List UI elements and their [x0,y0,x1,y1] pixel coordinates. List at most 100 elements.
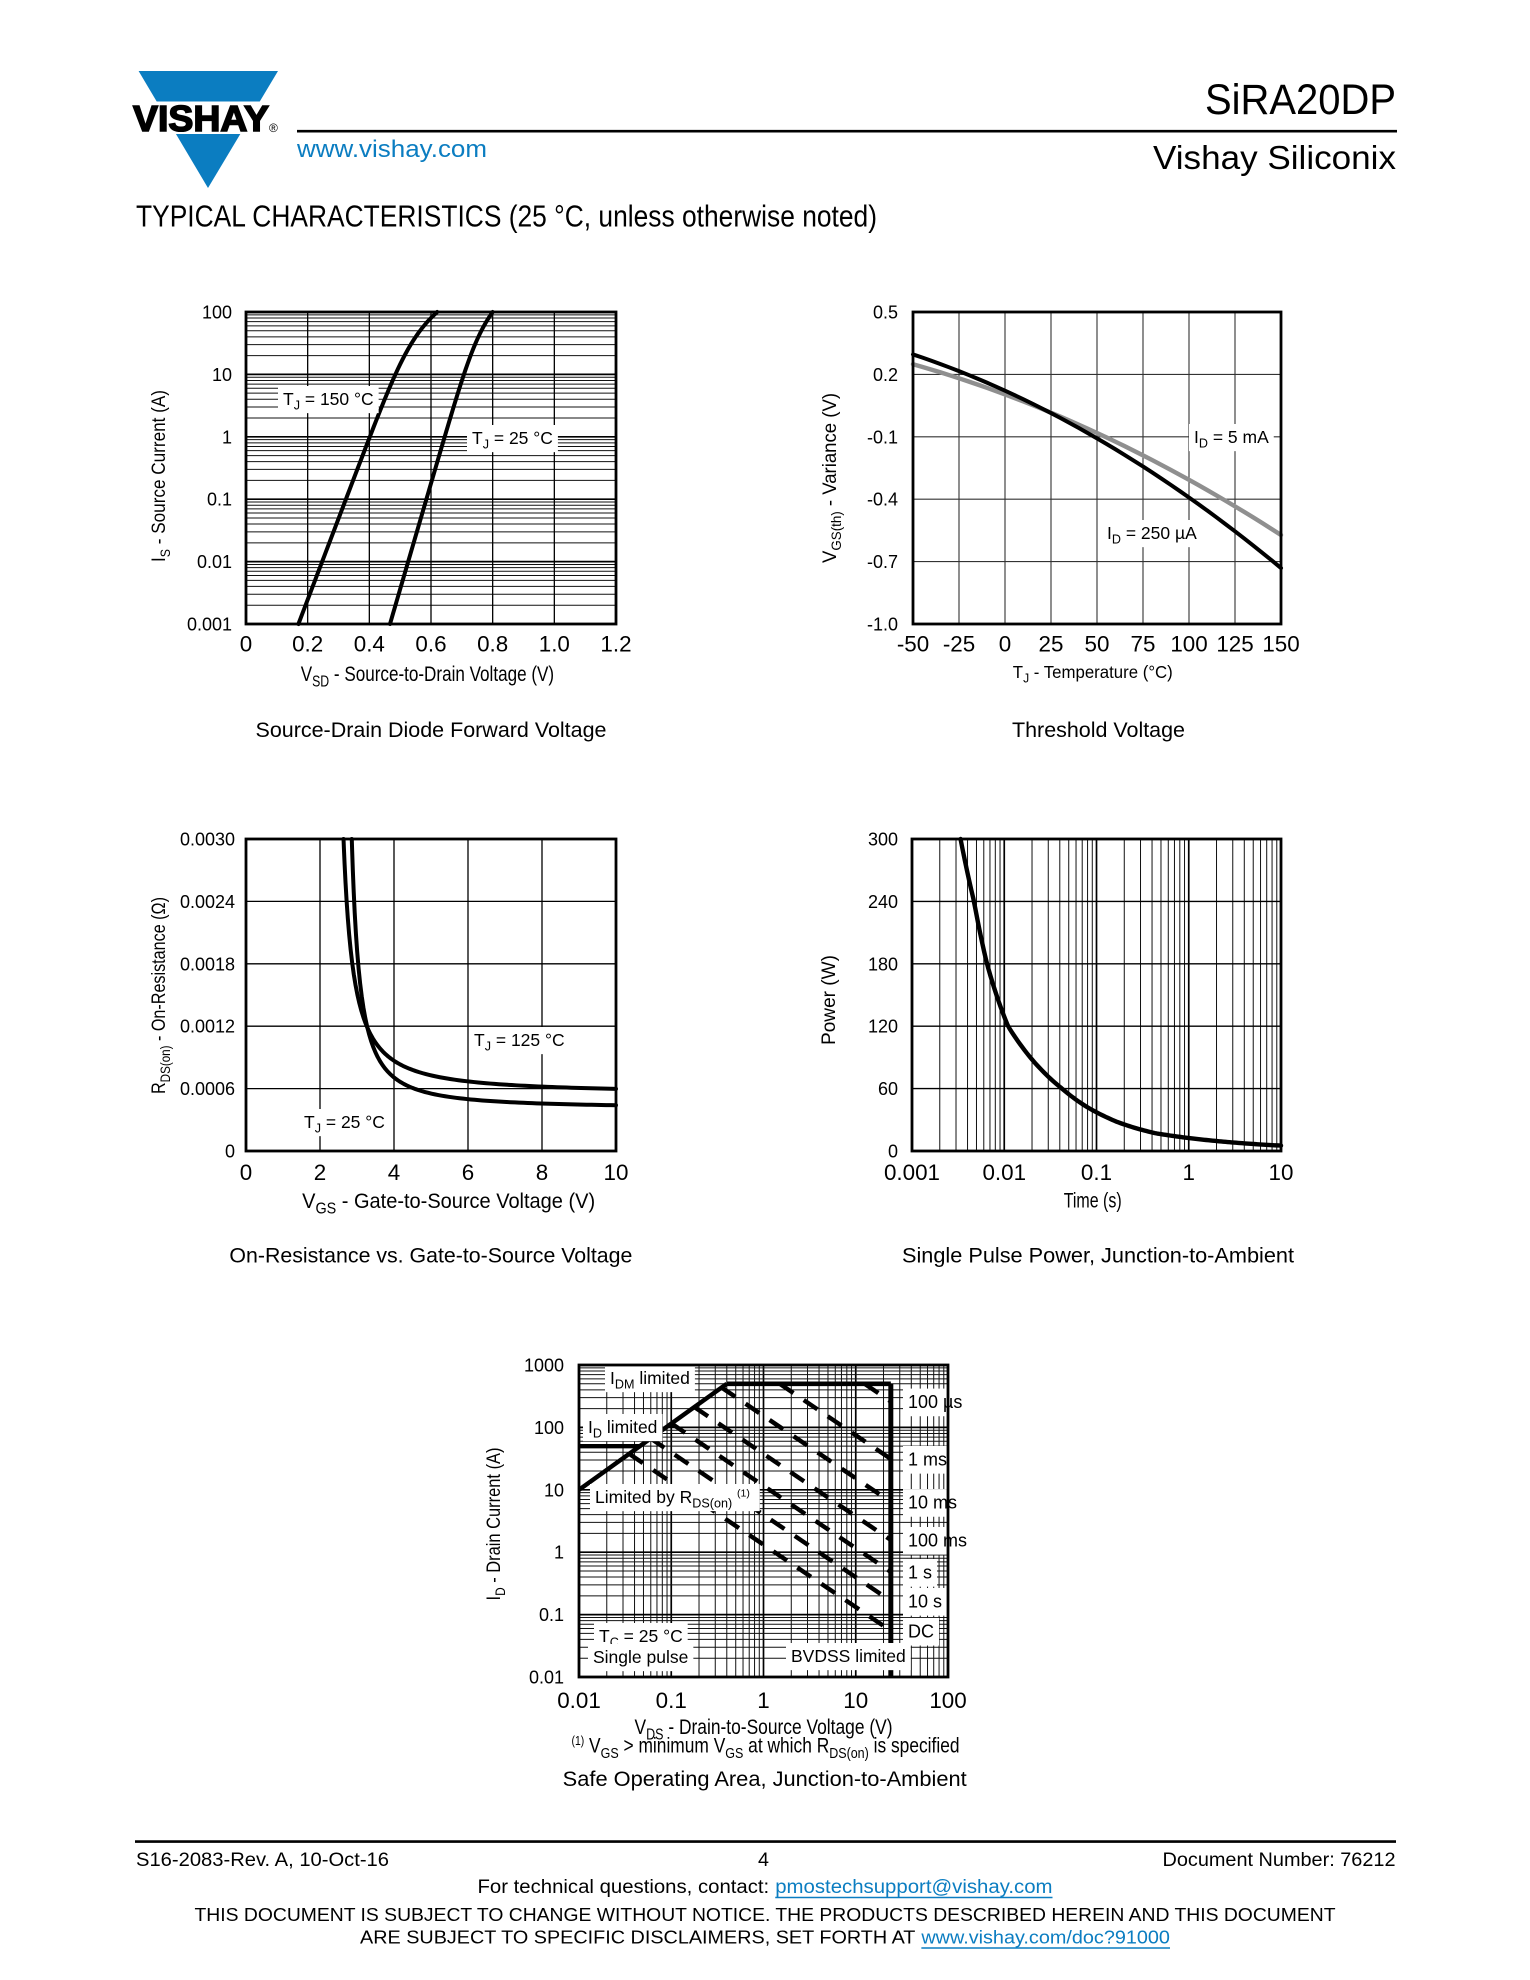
svg-text:ID limited: ID limited [588,1417,657,1441]
svg-text:THIS DOCUMENT IS SUBJECT TO CH: THIS DOCUMENT IS SUBJECT TO CHANGE WITHO… [195,1904,1337,1925]
svg-text:10: 10 [212,365,232,385]
svg-text:0.001: 0.001 [187,615,232,635]
svg-text:60: 60 [878,1079,898,1099]
svg-text:BVDSS limited: BVDSS limited [791,1646,906,1666]
svg-text:Safe Operating Area, Junction-: Safe Operating Area, Junction-to-Ambient [563,1767,967,1791]
svg-text:TC = 25 °C: TC = 25 °C [599,1626,683,1650]
svg-text:Vishay Siliconix: Vishay Siliconix [1153,139,1397,176]
svg-text:0.6: 0.6 [415,632,446,657]
svg-text:-25: -25 [943,632,975,657]
svg-text:VGS - Gate-to-Source Voltage (: VGS - Gate-to-Source Voltage (V) [302,1189,595,1218]
svg-text:VGS(th) - Variance (V): VGS(th) - Variance (V) [820,393,844,563]
svg-text:S16-2083-Rev. A, 10-Oct-16: S16-2083-Rev. A, 10-Oct-16 [136,1849,389,1871]
svg-text:-50: -50 [897,632,929,657]
svg-text:-0.4: -0.4 [867,490,898,510]
svg-text:10: 10 [544,1480,564,1500]
svg-text:75: 75 [1131,632,1156,657]
svg-text:10: 10 [843,1688,868,1713]
svg-text:1: 1 [1183,1160,1195,1185]
svg-text:0.0024: 0.0024 [180,892,235,912]
svg-text:(1) VGS > minimum VGS at which: (1) VGS > minimum VGS at which RDS(on) i… [572,1734,960,1762]
svg-text:2: 2 [314,1160,326,1185]
svg-text:ID - Drain Current (A): ID - Drain Current (A) [484,1448,508,1601]
svg-text:150: 150 [1262,632,1299,657]
svg-text:Source-Drain Diode Forward Vol: Source-Drain Diode Forward Voltage [256,718,607,742]
svg-text:TJ = 150 °C: TJ = 150 °C [283,389,374,413]
svg-text:ID = 5 mA: ID = 5 mA [1194,427,1269,451]
svg-text:TJ = 125 °C: TJ = 125 °C [474,1030,565,1054]
svg-text:4: 4 [388,1160,400,1185]
svg-text:100: 100 [202,303,232,323]
svg-text:0.8: 0.8 [477,632,508,657]
svg-text:0.2: 0.2 [292,632,323,657]
svg-text:0.0030: 0.0030 [180,830,235,850]
svg-text:180: 180 [868,954,898,974]
svg-text:1.0: 1.0 [539,632,570,657]
svg-text:Document Number: 76212: Document Number: 76212 [1163,1849,1396,1871]
svg-text:0.1: 0.1 [539,1605,564,1625]
svg-text:10 ms: 10 ms [908,1493,957,1513]
svg-text:300: 300 [868,830,898,850]
svg-text:VISHAY: VISHAY [133,98,269,139]
svg-text:Single Pulse Power, Junction-t: Single Pulse Power, Junction-to-Ambient [902,1244,1294,1268]
svg-text:0.1: 0.1 [656,1688,687,1713]
svg-text:IS - Source Current (A): IS - Source Current (A) [149,390,173,562]
svg-text:0.1: 0.1 [1081,1160,1112,1185]
svg-text:®: ® [269,121,278,135]
svg-text:0: 0 [225,1142,235,1162]
svg-text:100 ms: 100 ms [908,1530,967,1550]
svg-text:25: 25 [1039,632,1064,657]
svg-text:www.vishay.com/doc?91000: www.vishay.com/doc?91000 [920,1927,1170,1948]
svg-text:1000: 1000 [524,1356,564,1376]
svg-text:10: 10 [1269,1160,1294,1185]
svg-text:125: 125 [1216,632,1253,657]
svg-text:10: 10 [604,1160,629,1185]
svg-text:Limited by RDS(on) (1): Limited by RDS(on) (1) [595,1487,750,1511]
svg-text:On-Resistance vs. Gate-to-Sour: On-Resistance vs. Gate-to-Source Voltage [229,1244,632,1268]
svg-text:TJ = 25 °C: TJ = 25 °C [472,428,553,452]
svg-text:0.01: 0.01 [982,1160,1026,1185]
svg-text:Threshold Voltage: Threshold Voltage [1012,718,1185,742]
svg-text:Time (s): Time (s) [1064,1189,1122,1213]
svg-text:1: 1 [222,427,232,447]
svg-text:pmostechsupport@vishay.com: pmostechsupport@vishay.com [775,1877,1052,1898]
svg-text:100: 100 [534,1418,564,1438]
svg-text:Power (W): Power (W) [819,955,840,1045]
svg-text:0.001: 0.001 [884,1160,940,1185]
svg-text:TJ - Temperature (°C): TJ - Temperature (°C) [1013,662,1173,686]
svg-text:-1.0: -1.0 [867,615,898,635]
svg-text:SiRA20DP: SiRA20DP [1205,77,1396,124]
svg-text:0.0012: 0.0012 [180,1017,235,1037]
svg-text:0: 0 [240,632,252,657]
svg-text:4: 4 [758,1849,769,1871]
svg-text:0.0018: 0.0018 [180,954,235,974]
svg-text:100: 100 [929,1688,966,1713]
svg-text:6: 6 [462,1160,474,1185]
svg-text:50: 50 [1085,632,1110,657]
svg-text:240: 240 [868,892,898,912]
svg-text:0: 0 [999,632,1011,657]
svg-text:0.5: 0.5 [873,303,898,323]
svg-text:For technical questions, conta: For technical questions, contact: [478,1877,770,1898]
svg-text:120: 120 [868,1017,898,1037]
svg-text:0.2: 0.2 [873,365,898,385]
svg-text:-0.1: -0.1 [867,427,898,447]
svg-text:ID = 250 µA: ID = 250 µA [1107,523,1197,547]
svg-text:1 s: 1 s [908,1562,932,1582]
svg-text:1: 1 [757,1688,769,1713]
svg-text:VDS - Drain-to-Source Voltage: VDS - Drain-to-Source Voltage (V) [635,1715,893,1744]
svg-text:0.1: 0.1 [207,490,232,510]
svg-text:100: 100 [1170,632,1207,657]
svg-text:1 ms: 1 ms [908,1449,947,1469]
svg-text:100 µs: 100 µs [908,1392,962,1412]
svg-text:0.4: 0.4 [354,632,385,657]
svg-text:-0.7: -0.7 [867,552,898,572]
svg-text:TYPICAL CHARACTERISTICS (25 °C: TYPICAL CHARACTERISTICS (25 °C, unless o… [136,199,877,234]
svg-text:0.01: 0.01 [529,1668,564,1688]
svg-text:1.2: 1.2 [600,632,631,657]
svg-text:RDS(on) - On-Resistance (Ω): RDS(on) - On-Resistance (Ω) [149,897,173,1094]
svg-text:10 s: 10 s [908,1591,942,1611]
svg-text:0.01: 0.01 [557,1688,601,1713]
svg-text:www.vishay.com: www.vishay.com [296,136,487,163]
svg-text:ARE SUBJECT TO SPECIFIC DISCLA: ARE SUBJECT TO SPECIFIC DISCLAIMERS, SET… [360,1927,916,1948]
